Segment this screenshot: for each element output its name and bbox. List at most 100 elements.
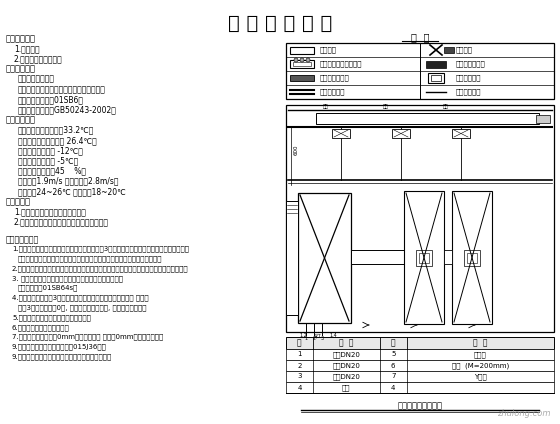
Text: 7.冷凝水管道：应采用0mm，其外需采用 应采用0mm，其外需采用。: 7.冷凝水管道：应采用0mm，其外需采用 应采用0mm，其外需采用。	[12, 334, 164, 340]
Bar	[536, 115, 550, 123]
Text: 6: 6	[391, 363, 395, 368]
Text: 单层百叶风口: 单层百叶风口	[456, 75, 482, 81]
Circle shape	[294, 58, 298, 62]
Text: 一、工程概述: 一、工程概述	[6, 34, 36, 43]
Text: 件: 件	[391, 338, 395, 348]
Bar	[286, 360, 554, 371]
Bar	[404, 191, 444, 324]
Bar	[467, 253, 477, 262]
Bar	[426, 61, 446, 67]
Bar	[290, 47, 314, 53]
Text: 2.本建筑物各房间采用风机盘管加新风系统。: 2.本建筑物各房间采用风机盘管加新风系统。	[14, 218, 109, 226]
Text: 风机盘管安装大样图: 风机盘管安装大样图	[398, 401, 442, 410]
Text: 2: 2	[312, 336, 316, 341]
Text: 2: 2	[297, 363, 302, 368]
Text: 风机盘管连接弯头管道: 风机盘管连接弯头管道	[320, 61, 362, 67]
Text: 新风机组: 新风机组	[456, 47, 473, 53]
Text: 冬季室外计算温度 -12℃；: 冬季室外计算温度 -12℃；	[18, 146, 83, 155]
Text: 3: 3	[320, 336, 324, 341]
Text: 冬季室外相对湿度45    %）: 冬季室外相对湿度45 %）	[18, 167, 86, 176]
Bar	[286, 43, 554, 99]
Bar	[290, 75, 314, 81]
Text: 6.风机盘管安装方式见说明。: 6.风机盘管安装方式见说明。	[12, 324, 70, 331]
Text: 夏季室外计算干球温度33.2℃；: 夏季室外计算干球温度33.2℃；	[18, 126, 95, 135]
Bar	[286, 201, 298, 315]
Text: 名  称: 名 称	[473, 338, 488, 348]
Text: 7: 7	[391, 374, 395, 379]
Bar	[444, 47, 454, 53]
Bar	[452, 191, 492, 324]
Bar	[444, 249, 452, 263]
Bar	[452, 129, 470, 138]
Bar	[286, 349, 554, 360]
Text: 暖通空调设计规范: 暖通空调设计规范	[18, 75, 55, 84]
Text: 四、对系统: 四、对系统	[6, 197, 31, 206]
Text: 1: 1	[297, 351, 302, 357]
Text: 建筑给水排水及采暖工程施工质量验收规范: 建筑给水排水及采暖工程施工质量验收规范	[18, 85, 106, 94]
Text: 9.风机盘管型号规格应符合图纸规格、型号、备注。: 9.风机盘管型号规格应符合图纸规格、型号、备注。	[12, 353, 112, 360]
Text: 出风: 出风	[443, 104, 449, 109]
Text: 单层百叶回风口: 单层百叶回风口	[456, 61, 486, 67]
Text: 4: 4	[297, 385, 302, 391]
Text: 【图集参考图集】01SB6）: 【图集参考图集】01SB6）	[18, 95, 84, 104]
Text: 2.风管安装：吊支架安装、风机安装、调风器安装、消声弯头的安装、满足施工及验收要求。: 2.风管安装：吊支架安装、风机安装、调风器安装、消声弯头的安装、满足施工及验收要…	[12, 265, 189, 272]
Bar	[286, 337, 554, 349]
Text: 2.建筑物概述：办公楼: 2.建筑物概述：办公楼	[14, 54, 63, 64]
Text: 1.工程概述: 1.工程概述	[14, 44, 40, 53]
Text: 5: 5	[391, 351, 395, 357]
Text: 4.管道安装要按照平3处、地面处施工、安装时须满足净高要求 各部分: 4.管道安装要按照平3处、地面处施工、安装时须满足净高要求 各部分	[12, 295, 148, 301]
Text: 钢管DN20: 钢管DN20	[333, 351, 360, 358]
Bar	[286, 382, 554, 393]
Text: 双层百叶回风口: 双层百叶回风口	[320, 75, 350, 81]
Bar	[293, 62, 311, 66]
Text: 钢管DN20: 钢管DN20	[333, 362, 360, 369]
Bar	[416, 249, 432, 265]
Bar	[316, 113, 539, 124]
Text: 二、设计依据: 二、设计依据	[6, 64, 36, 74]
Text: 出风: 出风	[383, 104, 389, 109]
Text: 1.风管制作：风管制作应符合施工及验收规范、3号国标暖通图集的规定，风管的加固方式、: 1.风管制作：风管制作应符合施工及验收规范、3号国标暖通图集的规定，风管的加固方…	[12, 245, 189, 252]
Text: 钢管DN20: 钢管DN20	[333, 373, 360, 380]
Text: 名  称: 名 称	[339, 338, 353, 348]
Text: 件: 件	[297, 338, 302, 348]
Bar	[419, 253, 429, 262]
Text: 空调冷凝水管: 空调冷凝水管	[320, 89, 346, 95]
Bar	[428, 73, 444, 83]
Text: 9.其他采暖管道施工安装应符合015J36热。: 9.其他采暖管道施工安装应符合015J36热。	[12, 343, 107, 350]
Circle shape	[306, 58, 310, 62]
Circle shape	[300, 58, 304, 62]
Text: 3: 3	[297, 374, 302, 379]
Bar	[286, 371, 554, 382]
Text: 4: 4	[391, 385, 395, 391]
Text: 法兰制作、密封材料、咬口形式、连接方式，必须符合施工及质量验收要求。: 法兰制作、密封材料、咬口形式、连接方式，必须符合施工及质量验收要求。	[18, 255, 162, 262]
Bar	[286, 105, 554, 332]
Text: 安装3处、安装尺寸0处, 保证各消防通道设置, 保证防排烟通道。: 安装3处、安装尺寸0处, 保证各消防通道设置, 保证防排烟通道。	[18, 304, 147, 311]
Text: 设 计 施 工 说 明: 设 计 施 工 说 明	[228, 14, 332, 33]
Text: 风机盘管: 风机盘管	[320, 47, 337, 53]
Text: 空调冷凝水管: 空调冷凝水管	[456, 89, 482, 95]
Text: 【施工验收规范】GB50243-2002）: 【施工验收规范】GB50243-2002）	[18, 106, 117, 114]
Text: 制动: 制动	[342, 384, 351, 391]
Text: Y型阀: Y型阀	[474, 373, 487, 380]
Bar	[392, 129, 410, 138]
Text: 1,4: 1,4	[329, 333, 337, 338]
Bar	[298, 193, 351, 323]
Text: 1: 1	[305, 336, 307, 341]
Bar	[431, 75, 441, 81]
Text: 进风: 进风	[323, 104, 329, 109]
Bar	[332, 129, 350, 138]
Text: 夏季室外计算湿球温度 26.4℃；: 夏季室外计算湿球温度 26.4℃；	[18, 136, 97, 145]
Text: zhulong.com: zhulong.com	[497, 409, 550, 418]
Text: 五、施工说明：: 五、施工说明：	[6, 236, 39, 245]
Text: 3. 保温材料：采用难燃型橡塑保温材料保温，保温厚度按: 3. 保温材料：采用难燃型橡塑保温材料保温，保温厚度按	[12, 275, 123, 282]
Text: 5.管道的支吊架的施工应符合施工规范。: 5.管道的支吊架的施工应符合施工规范。	[12, 314, 91, 321]
Text: 1,2: 1,2	[299, 333, 307, 338]
Text: 送风速度1.9m/s 中部送风速2.8m/s；: 送风速度1.9m/s 中部送风速2.8m/s；	[18, 177, 119, 186]
Text: 送风温度24~26℃ 送风温度18~20℃: 送风温度24~26℃ 送风温度18~20℃	[18, 187, 126, 196]
Bar	[464, 249, 480, 265]
Text: 三、设计参数: 三、设计参数	[6, 116, 36, 125]
Text: 钢管衬: 钢管衬	[474, 351, 487, 358]
Text: 1.本建筑物采用集中式新风系统。: 1.本建筑物采用集中式新风系统。	[14, 207, 86, 216]
Text: 图  例: 图 例	[410, 32, 430, 42]
Bar	[290, 60, 314, 68]
